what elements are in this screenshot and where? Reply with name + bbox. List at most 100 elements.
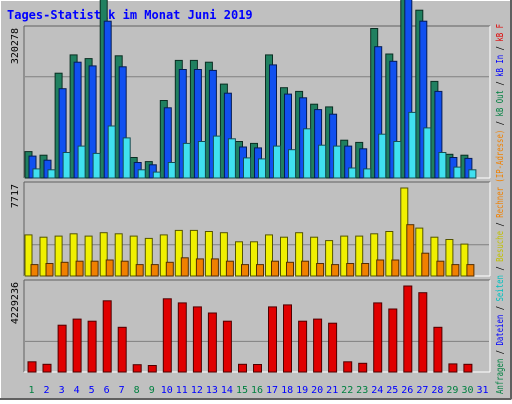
x-tick-label: 23 — [356, 385, 368, 396]
series-seiten — [32, 111, 477, 179]
bar — [421, 252, 430, 277]
x-tick-label: 26 — [401, 385, 413, 396]
bar — [393, 141, 402, 179]
legend-part: / — [495, 262, 506, 275]
bar — [150, 264, 159, 277]
bar — [340, 235, 349, 277]
bar — [376, 259, 385, 277]
bar — [180, 257, 189, 277]
series-besuche — [24, 187, 469, 277]
bar — [162, 298, 172, 373]
legend-part: Anfragen — [495, 359, 506, 394]
bar — [448, 363, 458, 373]
chart-title: Tages-Statistik im Monat Juni 2019 — [7, 8, 253, 22]
bar — [313, 318, 323, 373]
x-tick-label: 30 — [461, 385, 473, 396]
bar — [333, 145, 342, 179]
right-legend: Anfragen / Dateien / Seiten / Besuche / … — [495, 24, 506, 394]
x-tick-label: 5 — [89, 385, 95, 396]
bar — [406, 224, 415, 277]
bar — [152, 171, 161, 179]
legend-part: / — [495, 301, 506, 314]
bar — [391, 259, 400, 277]
legend-part: / — [495, 42, 506, 55]
bar — [468, 169, 477, 179]
bar — [30, 264, 39, 277]
bar — [87, 320, 97, 373]
bar — [310, 236, 319, 277]
bar — [24, 234, 33, 277]
x-tick-label: 29 — [446, 385, 458, 396]
bar — [165, 261, 174, 277]
bar — [90, 260, 99, 277]
bar — [346, 263, 355, 277]
bar — [343, 361, 353, 373]
bar — [258, 158, 266, 179]
x-tick-label: 2 — [43, 385, 49, 396]
chart-panels: 320278 7717 4229236 — [10, 0, 491, 373]
bar — [210, 258, 219, 277]
bar — [460, 243, 469, 277]
legend-part: Besuche — [495, 231, 506, 262]
bar — [47, 169, 56, 179]
legend-part: kB In — [495, 55, 506, 77]
bar — [107, 125, 116, 179]
bar — [256, 264, 264, 277]
bar — [147, 365, 157, 373]
legend-part: kB Out — [495, 90, 506, 116]
bar — [192, 306, 202, 373]
x-tick-label: 10 — [161, 385, 173, 396]
bar — [331, 264, 340, 277]
bar — [363, 168, 372, 179]
bar — [280, 236, 288, 277]
bar — [238, 363, 247, 373]
bar — [415, 227, 424, 277]
bar — [451, 264, 460, 277]
bar — [325, 240, 334, 277]
x-tick-label: 31 — [476, 385, 488, 396]
bar — [286, 261, 294, 277]
bar — [385, 231, 394, 277]
bar — [182, 142, 191, 179]
legend-part: Rechner (IP-Adresse) — [495, 130, 506, 218]
x-tick-label: 22 — [341, 385, 353, 396]
bar — [436, 260, 445, 277]
bar — [318, 144, 327, 179]
bar — [77, 145, 86, 179]
bar — [69, 233, 78, 277]
bar — [408, 111, 417, 179]
bar — [222, 320, 232, 373]
panel-visits: 7717 — [10, 181, 491, 277]
bar — [328, 322, 338, 373]
x-tick-label: 19 — [296, 385, 308, 396]
bar — [348, 167, 357, 179]
bar — [75, 260, 84, 277]
bar — [378, 133, 387, 179]
x-tick-label: 3 — [59, 385, 65, 396]
bar — [271, 260, 279, 277]
bar — [225, 260, 234, 277]
x-tick-label: 12 — [191, 385, 203, 396]
bar — [283, 304, 292, 373]
bar — [129, 235, 138, 277]
x-axis-labels: 1 2 3 4 5 6 7 8 9 10 11 12 13 14 15 16 17 18 19 20 21 22 23 24 2… — [28, 385, 488, 396]
y-max-label: 4229236 — [10, 282, 21, 324]
bar — [195, 258, 204, 277]
legend-part: / — [495, 77, 506, 90]
bar — [60, 261, 69, 277]
bar — [301, 260, 310, 277]
bar — [235, 241, 243, 277]
bar — [135, 264, 144, 277]
bar — [45, 263, 54, 277]
x-tick-label: 7 — [119, 385, 125, 396]
bar — [102, 300, 112, 373]
bar — [370, 233, 379, 277]
bar — [430, 236, 439, 277]
x-tick-label: 17 — [266, 385, 278, 396]
bar — [243, 157, 251, 179]
legend-part: / — [495, 346, 506, 359]
bar — [212, 135, 221, 179]
bar — [27, 361, 37, 373]
bar — [57, 324, 67, 373]
bar — [132, 364, 142, 373]
